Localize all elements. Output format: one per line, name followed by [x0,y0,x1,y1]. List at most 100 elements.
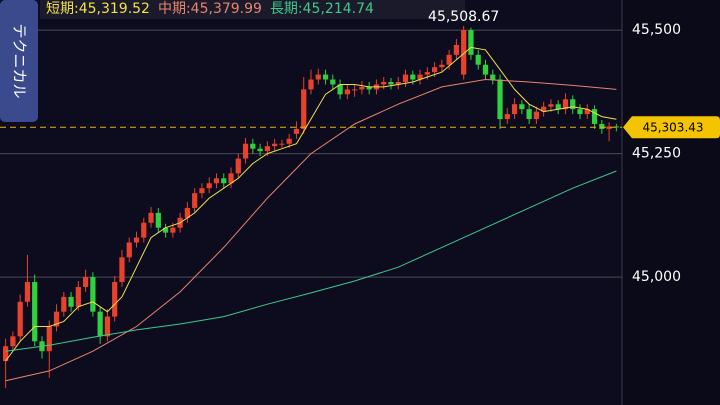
moving-average-line [5,78,617,382]
candle-body [286,138,292,144]
candle-body [431,67,438,73]
candle-body [308,79,314,90]
candle-body [359,86,365,90]
candle-body [133,237,140,243]
candle-body [184,207,191,218]
candle-body [511,104,518,115]
candle-body [424,72,430,75]
candle-body [242,143,249,159]
candle-body [228,173,234,184]
candle-body [504,114,510,120]
legend-entry: 短期:45,319.52 [46,1,150,17]
candle-body [599,123,605,129]
axis-panel [622,0,720,405]
candle-body [257,148,263,152]
y-tick-label: 45,500 [632,22,681,38]
candle-body [446,54,452,65]
candle-body [126,242,132,258]
candle-body [366,86,372,90]
candle-body [170,227,176,233]
legend-entry: 中期:45,379.99 [158,1,262,17]
candle-body [235,158,241,174]
candle-body [555,104,561,110]
candle-body [330,79,336,85]
candle-body [482,64,489,75]
moving-average-line [5,170,617,352]
candle-body [591,109,598,124]
candle-body [606,126,612,129]
peak-label: 45,508.67 [428,9,499,25]
side-tab-label[interactable]: テクニカル [11,23,29,98]
legend-entry: 長期:45,214.74 [270,1,374,17]
candle-body [453,44,460,55]
legend: 短期:45,319.52 中期:45,379.99 長期:45,214.74 [46,1,374,17]
candle-body [206,183,212,189]
candle-body [213,178,220,184]
candle-body [53,311,60,327]
candle-body [68,296,74,307]
candle-body [533,111,540,120]
candle-body [337,84,343,95]
candle-body [548,104,554,107]
candle-body [148,212,154,223]
candle-body [90,277,96,312]
candle-body [272,143,278,147]
moving-average-line [5,46,617,362]
candle-body [199,188,205,194]
candle-body [61,296,67,312]
candle-body [541,106,547,112]
candle-body [417,74,423,80]
candle-body [141,222,147,238]
candle-body [468,30,474,55]
candle-body [388,81,394,85]
candle-body [381,81,387,85]
candle-body [75,286,81,307]
candle-body [10,336,16,347]
candle-body [439,64,445,68]
candle-body [162,227,169,233]
legend-box [40,0,465,19]
candle-body [279,143,285,145]
candle-body [352,89,358,91]
candle-body [613,126,619,128]
candle-body [264,146,270,152]
candle-body [192,193,198,208]
candle-body [577,109,583,115]
candle-body [155,212,161,228]
candle-body [497,79,503,120]
y-tick-label: 45,250 [632,146,681,162]
candle-body [519,104,525,110]
candle-body [119,257,125,283]
candle-body [475,54,481,65]
candle-body [526,109,532,120]
candle-body [32,282,38,342]
candle-body [315,74,321,80]
plot-area [0,25,622,389]
candle-body [410,74,416,80]
candle-body [17,301,23,337]
candle-body [490,74,496,80]
candle-body [250,143,256,149]
candle-body [301,89,307,129]
candle-body [104,316,111,337]
last-price-label: 45,303.43 [642,121,703,135]
candle-body [221,178,227,184]
last-price-tag [623,116,720,139]
candle-body [112,282,118,317]
candle-body [344,89,350,95]
candle-body [402,74,409,82]
candle-body [322,74,329,80]
candle-body [461,30,467,75]
candle-body [293,128,300,134]
candle-body [82,277,89,287]
candle-body [395,81,401,85]
candle-body [46,326,52,352]
candle-body [97,311,103,337]
candle-body [562,99,569,110]
candle-body [570,99,576,110]
side-tab[interactable] [0,0,38,122]
y-tick-label: 45,000 [632,269,681,285]
candle-body [24,282,31,302]
